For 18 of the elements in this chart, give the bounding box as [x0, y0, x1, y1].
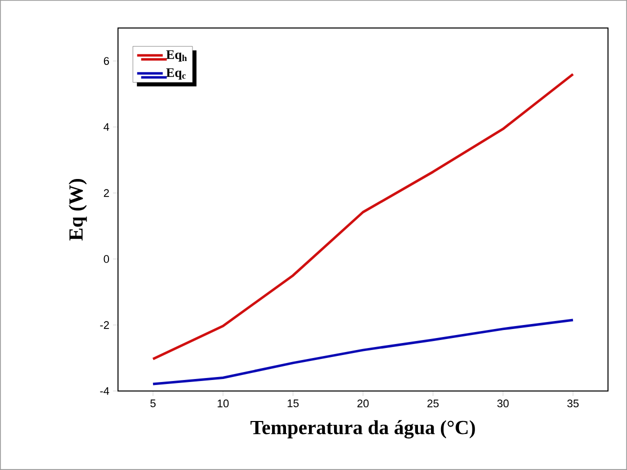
- x-tick-label: 30: [497, 400, 509, 408]
- x-tick-label: 25: [427, 400, 439, 408]
- x-tick-label: 15: [288, 400, 299, 408]
- y-tick-label: 4: [104, 123, 110, 131]
- x-axis-title: Temperatura da água (°C): [250, 420, 475, 438]
- x-tick-label: 5: [150, 400, 156, 408]
- y-tick-label: 0: [104, 255, 110, 263]
- line-series: [152, 318, 574, 386]
- y-tick-label: -2: [100, 321, 109, 329]
- y-tick-label: -4: [100, 387, 110, 395]
- y-tick-label: 2: [104, 189, 109, 197]
- y-axis-title: Eq (W): [68, 178, 87, 241]
- x-tick-label: 10: [218, 400, 229, 408]
- y-tick-label: 6: [104, 57, 109, 65]
- x-tick-label: 20: [357, 400, 369, 408]
- x-tick-label: 35: [567, 400, 579, 408]
- legend-label: Eq$_{h}$: [166, 50, 187, 62]
- legend-label: Eq$_{c}$: [166, 68, 186, 80]
